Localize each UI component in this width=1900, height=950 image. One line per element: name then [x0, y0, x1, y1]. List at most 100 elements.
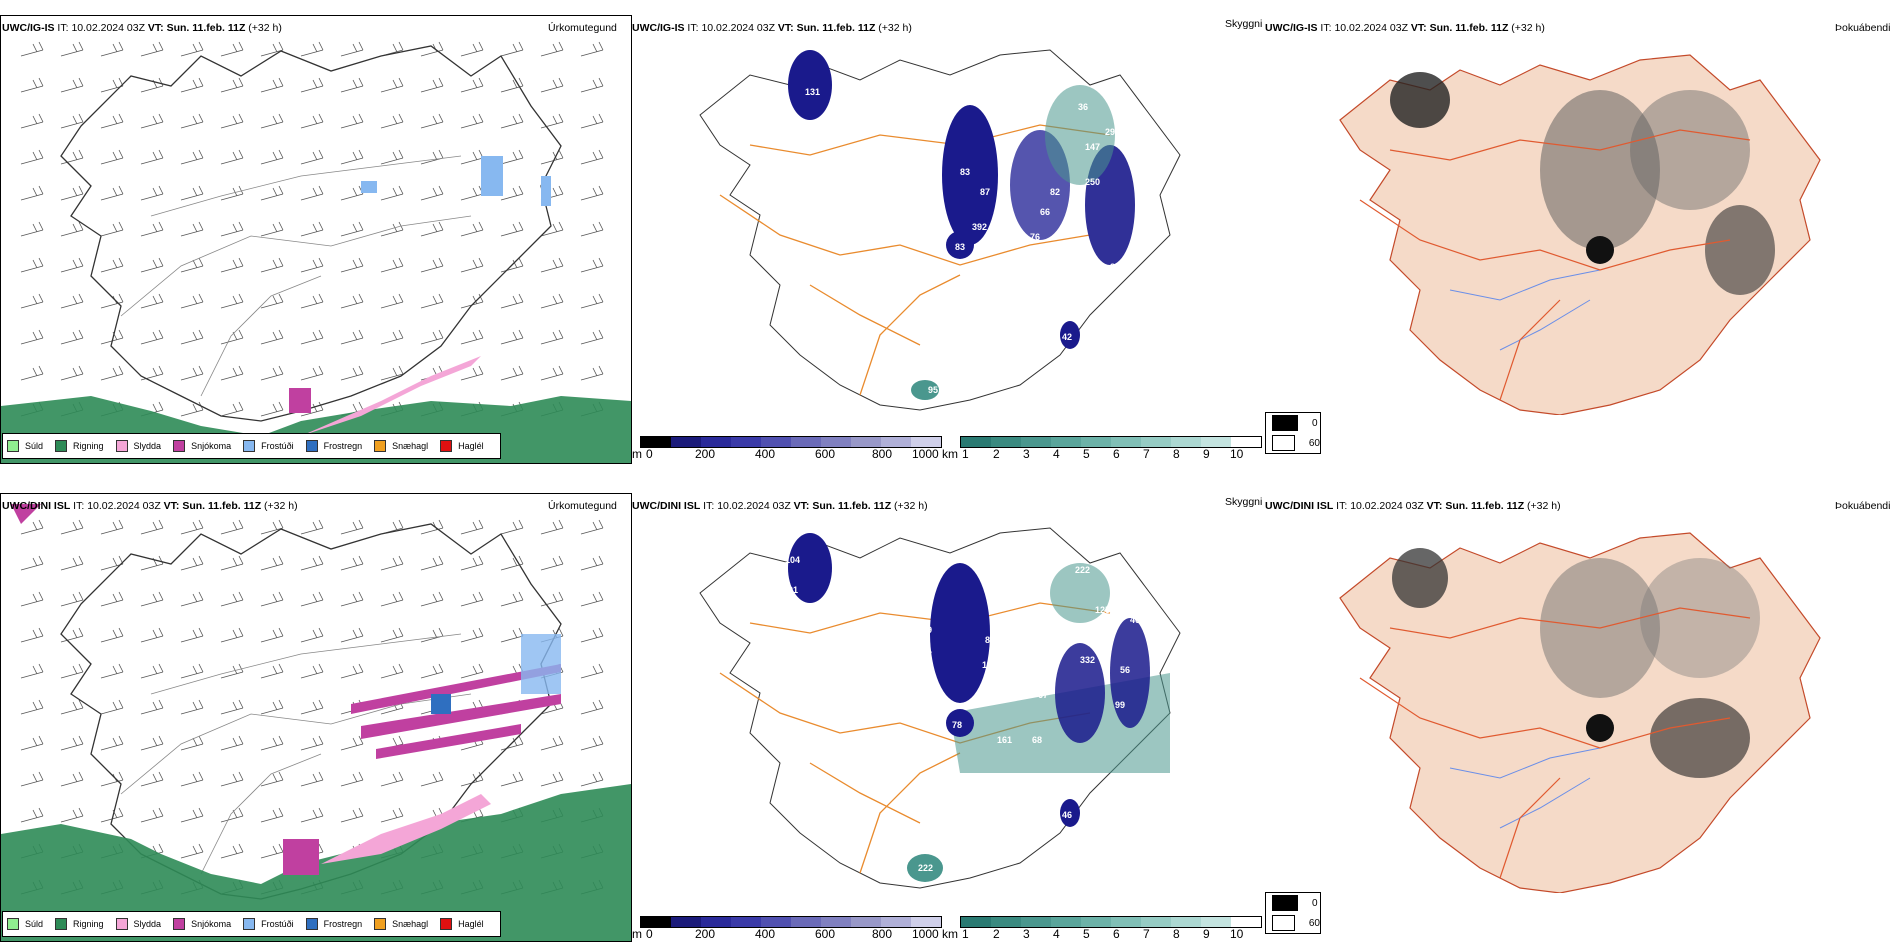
wind-barb: [300, 401, 324, 417]
wind-barb: [580, 555, 604, 571]
wind-barb: [340, 149, 364, 165]
vis-label: 56: [1120, 665, 1130, 675]
wind-barb: [180, 293, 204, 309]
wind-barb: [380, 149, 404, 165]
wind-barb: [140, 113, 164, 129]
wind-barb: [340, 221, 364, 237]
wind-barb: [260, 699, 284, 715]
vis-label: 78: [952, 720, 962, 730]
wind-barb: [60, 365, 84, 381]
wind-barb: [300, 221, 324, 237]
wind-barb: [460, 185, 484, 201]
wind-barb: [540, 293, 564, 309]
frost-patch-3: [541, 176, 551, 206]
colorbar-unit-km: km: [942, 447, 958, 461]
wind-barb: [340, 555, 364, 571]
precip-legend-2: Súld Rigning Slydda Snjókoma Frostúði Fr…: [2, 911, 501, 937]
wind-barb: [180, 221, 204, 237]
wind-barb: [300, 807, 324, 823]
wind-barb: [300, 149, 324, 165]
vis-colorbar-m-1: [640, 436, 942, 448]
wind-barb: [380, 113, 404, 129]
vis-label: 82: [1050, 187, 1060, 197]
wind-barb: [100, 149, 124, 165]
wind-barb: [20, 699, 44, 715]
precip-map-2: [1, 504, 631, 941]
wind-barb: [100, 185, 124, 201]
wind-barb: [260, 293, 284, 309]
wind-barb: [500, 41, 524, 57]
wind-barb: [540, 329, 564, 345]
wind-barb: [340, 627, 364, 643]
fog-area: [1630, 90, 1750, 210]
wind-barb: [60, 591, 84, 607]
wind-barb: [180, 257, 204, 273]
wind-barb: [300, 113, 324, 129]
wind-barb: [500, 591, 524, 607]
vis-label: 108: [1035, 660, 1050, 670]
wind-barb: [460, 591, 484, 607]
low-vis-area: [1110, 618, 1150, 728]
wind-barb: [380, 663, 404, 679]
tick: 200: [695, 447, 716, 461]
wind-barb: [100, 519, 124, 535]
wind-barb: [420, 257, 444, 273]
fog-map-2: [1339, 532, 1821, 893]
tick: 400: [755, 927, 776, 941]
wind-barb: [380, 771, 404, 787]
tick: 5: [1083, 927, 1090, 941]
wind-barb: [60, 519, 84, 535]
wind-barb: [60, 257, 84, 273]
vis-colorbar-m-2: [640, 916, 942, 928]
vis-label: 46: [1062, 810, 1072, 820]
wind-barb: [540, 591, 564, 607]
wind-barb: [180, 149, 204, 165]
wind-barb: [540, 257, 564, 273]
tick: 2: [993, 927, 1000, 941]
wind-barb: [500, 627, 524, 643]
wind-barb: [540, 365, 564, 381]
wind-barb: [180, 807, 204, 823]
wind-barb: [380, 591, 404, 607]
wind-barb: [540, 735, 564, 751]
tick: 800: [872, 927, 893, 941]
snow-streaks: [351, 664, 561, 759]
tick: 4: [1053, 927, 1060, 941]
wind-barb: [220, 257, 244, 273]
wind-barb: [20, 185, 44, 201]
wind-barb: [460, 555, 484, 571]
legend-item: Haglél: [440, 440, 484, 452]
wind-barb: [540, 149, 564, 165]
wind-barb: [260, 365, 284, 381]
wind-barb: [220, 77, 244, 93]
wind-barb: [180, 699, 204, 715]
wind-barb: [580, 699, 604, 715]
fog-area: [1640, 558, 1760, 678]
wind-barb: [140, 591, 164, 607]
tick: 9: [1203, 447, 1210, 461]
legend-item: Rigning: [55, 440, 104, 452]
wind-barb: [100, 699, 124, 715]
wind-barb: [340, 519, 364, 535]
wind-barb: [420, 771, 444, 787]
wind-barb: [180, 41, 204, 57]
wind-barb: [140, 519, 164, 535]
header-fog-2: UWC/DINI ISL IT: 10.02.2024 03Z VT: Sun.…: [1265, 500, 1561, 512]
tick: 400: [755, 447, 776, 461]
rivers: [1449, 269, 1601, 351]
vis-label: 71: [1065, 257, 1075, 267]
wind-barb: [20, 41, 44, 57]
wind-barb: [500, 185, 524, 201]
mid-vis-area: [911, 380, 939, 400]
wind-barb: [180, 329, 204, 345]
header-2: UWC/DINI ISL IT: 10.02.2024 03Z VT: Sun.…: [2, 500, 298, 512]
wind-barb: [340, 663, 364, 679]
tick: 200: [695, 927, 716, 941]
wind-barb: [420, 221, 444, 237]
wind-barb: [180, 113, 204, 129]
wind-barb: [20, 627, 44, 643]
vis-label: 95: [928, 385, 938, 395]
snow-patch-ne: [11, 504, 41, 524]
wind-barb: [140, 771, 164, 787]
wind-barb: [180, 555, 204, 571]
